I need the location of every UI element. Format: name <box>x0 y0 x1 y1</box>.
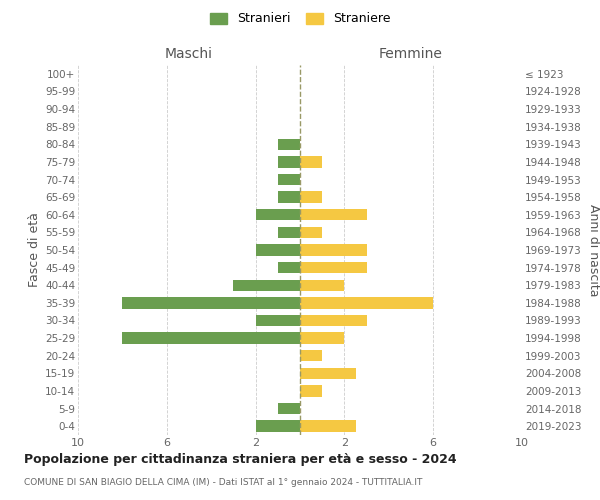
Bar <box>256 209 300 220</box>
Bar <box>300 297 433 308</box>
Y-axis label: Anni di nascita: Anni di nascita <box>587 204 600 296</box>
Bar <box>256 315 300 326</box>
Bar <box>300 262 367 274</box>
Bar <box>300 209 367 220</box>
Bar <box>233 280 300 291</box>
Bar <box>300 420 355 432</box>
Title: Femmine: Femmine <box>379 47 443 61</box>
Y-axis label: Fasce di età: Fasce di età <box>28 212 41 288</box>
Bar <box>278 138 300 150</box>
Bar <box>300 368 355 379</box>
Legend: Stranieri, Straniere: Stranieri, Straniere <box>206 8 394 29</box>
Bar <box>300 332 344 344</box>
Bar <box>278 262 300 274</box>
Bar <box>300 385 322 396</box>
Title: Maschi: Maschi <box>165 47 213 61</box>
Bar <box>256 420 300 432</box>
Bar <box>300 280 344 291</box>
Bar <box>278 174 300 185</box>
Bar <box>300 315 367 326</box>
Text: COMUNE DI SAN BIAGIO DELLA CIMA (IM) - Dati ISTAT al 1° gennaio 2024 - TUTTITALI: COMUNE DI SAN BIAGIO DELLA CIMA (IM) - D… <box>24 478 422 487</box>
Bar <box>122 297 300 308</box>
Bar <box>122 332 300 344</box>
Bar <box>278 156 300 168</box>
Bar <box>278 226 300 238</box>
Bar <box>300 350 322 362</box>
Bar <box>300 156 322 168</box>
Bar <box>300 192 322 203</box>
Bar <box>278 403 300 414</box>
Text: Popolazione per cittadinanza straniera per età e sesso - 2024: Popolazione per cittadinanza straniera p… <box>24 452 457 466</box>
Bar <box>278 192 300 203</box>
Bar <box>300 244 367 256</box>
Bar <box>300 226 322 238</box>
Bar <box>256 244 300 256</box>
